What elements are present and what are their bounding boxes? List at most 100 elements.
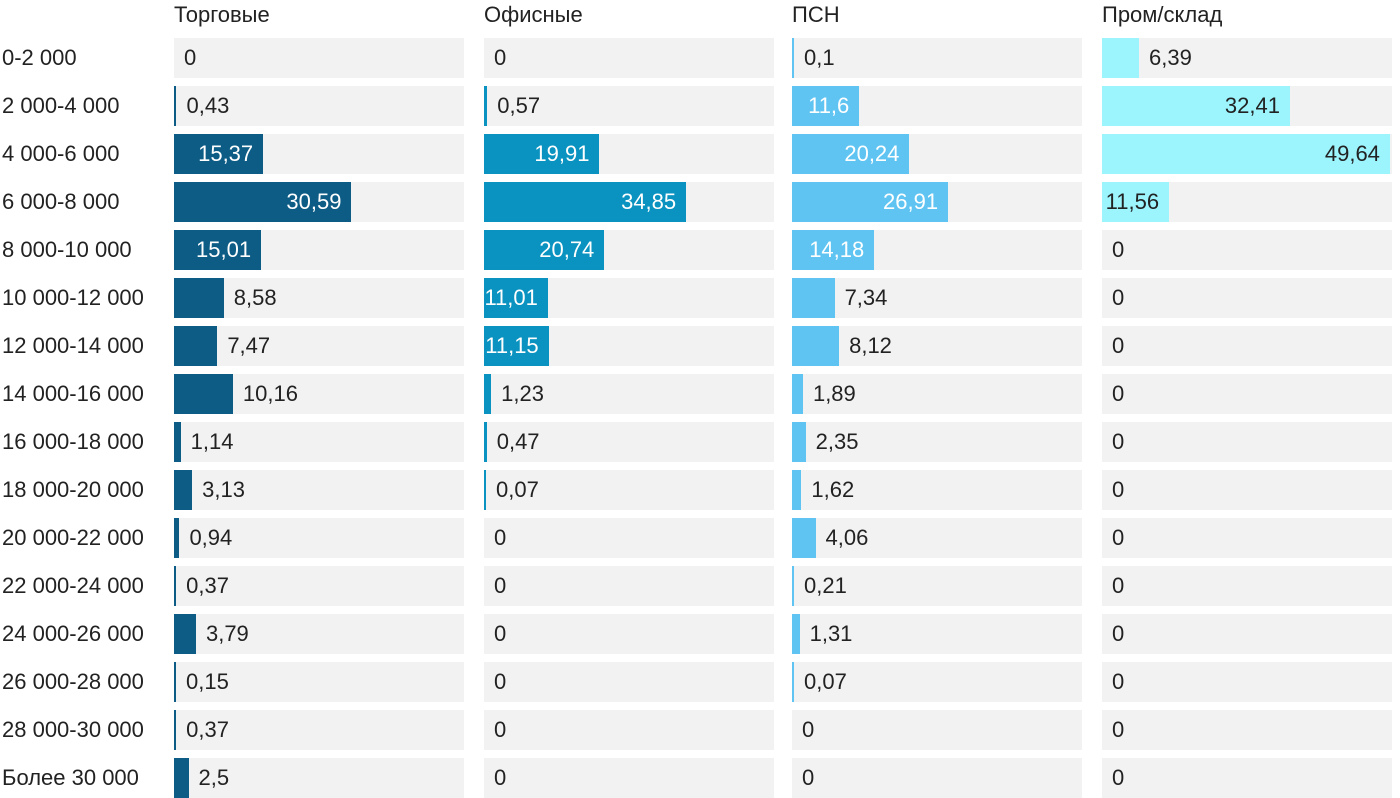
bar-track: 0,94 bbox=[174, 518, 464, 558]
bar-track: 1,31 bbox=[792, 614, 1082, 654]
category-label: 6 000-8 000 bbox=[2, 189, 120, 214]
data-label: 0 bbox=[1112, 237, 1125, 262]
bar-track: 0 bbox=[1102, 278, 1392, 318]
bar bbox=[174, 422, 181, 462]
data-label: 0,37 bbox=[186, 573, 229, 598]
category-label: 20 000-22 000 bbox=[2, 525, 144, 550]
bar-track: 0 bbox=[1102, 470, 1392, 510]
data-label: 1,14 bbox=[190, 429, 234, 454]
category-label: 28 000-30 000 bbox=[2, 717, 144, 742]
bar bbox=[174, 134, 264, 174]
bar-track: 0,07 bbox=[484, 470, 774, 510]
data-label: 20,24 bbox=[844, 141, 900, 166]
bar-track: 0 bbox=[1102, 326, 1392, 366]
bar-track: 0,1 bbox=[792, 38, 1082, 78]
bar-track: 8,12 bbox=[792, 326, 1082, 366]
category-label: 18 000-20 000 bbox=[2, 477, 144, 502]
bar-track: 0,47 bbox=[484, 422, 774, 462]
data-label: 0,37 bbox=[186, 717, 229, 742]
bar bbox=[484, 422, 487, 462]
bar-track: 0 bbox=[484, 758, 774, 798]
bar-track: 34,85 bbox=[484, 182, 774, 222]
bar-track: 0 bbox=[1102, 710, 1392, 750]
data-label: 0 bbox=[802, 765, 815, 790]
bar bbox=[792, 422, 806, 462]
data-label: 0 bbox=[494, 765, 507, 790]
data-label: 7,47 bbox=[227, 333, 271, 358]
bar-track: 0 bbox=[792, 758, 1082, 798]
bar bbox=[484, 182, 687, 222]
bar bbox=[174, 758, 189, 798]
bar bbox=[484, 470, 486, 510]
bar-track: 0,57 bbox=[484, 86, 774, 126]
bar-track: 8,58 bbox=[174, 278, 464, 318]
bar-track: 30,59 bbox=[174, 182, 464, 222]
bar-track: 0 bbox=[484, 614, 774, 654]
bar-track: 1,89 bbox=[792, 374, 1082, 414]
bar bbox=[174, 278, 224, 318]
bar-track: 0,37 bbox=[174, 566, 464, 606]
category-label: 14 000-16 000 bbox=[2, 381, 144, 406]
bar-track: 2,35 bbox=[792, 422, 1082, 462]
bar bbox=[174, 470, 193, 510]
data-label: 0,1 bbox=[804, 45, 835, 70]
data-label: 11,15 bbox=[485, 333, 539, 358]
bar-track: 0,43 bbox=[174, 86, 464, 126]
bar bbox=[174, 182, 352, 222]
bar-track: 0 bbox=[1102, 230, 1392, 270]
data-label: 10,16 bbox=[242, 381, 298, 406]
bar bbox=[792, 182, 949, 222]
series-title: Пром/склад bbox=[1102, 2, 1223, 27]
bar bbox=[174, 518, 180, 558]
data-label: 0 bbox=[1112, 477, 1125, 502]
bar-track: 14,18 bbox=[792, 230, 1082, 270]
bar bbox=[792, 614, 800, 654]
bar-track: 0,15 bbox=[174, 662, 464, 702]
data-label: 0,15 bbox=[186, 669, 229, 694]
bar-track: 19,91 bbox=[484, 134, 774, 174]
data-label: 8,12 bbox=[849, 333, 892, 358]
bar-track: 0 bbox=[484, 662, 774, 702]
bar bbox=[1102, 38, 1140, 78]
bar-track: 0,21 bbox=[792, 566, 1082, 606]
bar-track: 0,07 bbox=[792, 662, 1082, 702]
data-label: 0 bbox=[1112, 573, 1125, 598]
category-label: 10 000-12 000 bbox=[2, 285, 144, 310]
bar bbox=[792, 470, 802, 510]
data-label: 11,6 bbox=[808, 93, 850, 118]
data-label: 26,91 bbox=[883, 189, 939, 214]
bar-track: 1,23 bbox=[484, 374, 774, 414]
data-label: 6,39 bbox=[1149, 45, 1192, 70]
bar-track: 26,91 bbox=[792, 182, 1082, 222]
data-label: 0 bbox=[494, 525, 507, 550]
category-label: 4 000-6 000 bbox=[2, 141, 120, 166]
data-label: 0 bbox=[1112, 429, 1125, 454]
bar bbox=[792, 374, 803, 414]
data-label: 0 bbox=[1112, 381, 1125, 406]
bar bbox=[792, 134, 910, 174]
category-label: 26 000-28 000 bbox=[2, 669, 144, 694]
bar-track: 0 bbox=[484, 518, 774, 558]
series-title: Офисные bbox=[484, 2, 583, 27]
bar-track: 1,14 bbox=[174, 422, 464, 462]
bar-track: 15,37 bbox=[174, 134, 464, 174]
data-label: 15,01 bbox=[196, 237, 252, 262]
bar-track: 3,13 bbox=[174, 470, 464, 510]
bar bbox=[484, 86, 488, 126]
category-label: 22 000-24 000 bbox=[2, 573, 144, 598]
data-label: 0,21 bbox=[804, 573, 847, 598]
bar-track: 0 bbox=[174, 38, 464, 78]
bar-track: 49,64 bbox=[1102, 134, 1392, 174]
bar-track: 20,24 bbox=[792, 134, 1082, 174]
data-label: 3,13 bbox=[202, 477, 245, 502]
bar-track: 0 bbox=[1102, 374, 1392, 414]
bar bbox=[174, 710, 177, 750]
data-label: 0 bbox=[494, 45, 507, 70]
data-label: 2,5 bbox=[198, 765, 230, 790]
data-label: 34,85 bbox=[621, 189, 677, 214]
category-label: 0-2 000 bbox=[2, 45, 77, 70]
bar-track: 32,41 bbox=[1102, 86, 1392, 126]
category-label: 16 000-18 000 bbox=[2, 429, 144, 454]
data-label: 14,18 bbox=[809, 237, 865, 262]
category-label: 12 000-14 000 bbox=[2, 333, 144, 358]
